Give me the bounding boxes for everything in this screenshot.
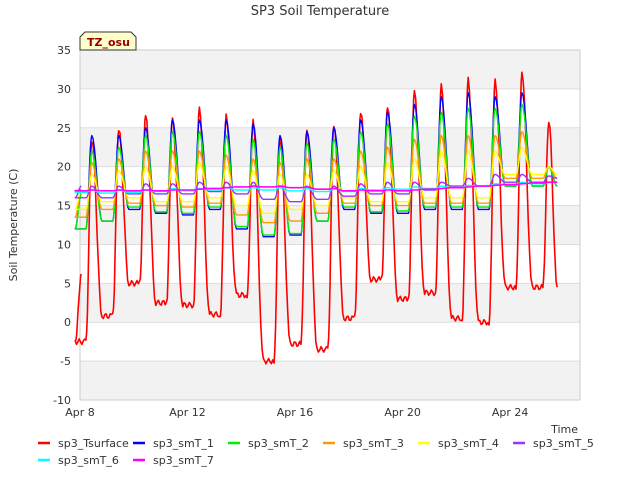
y-tick-label: 15: [57, 200, 71, 213]
legend: sp3_Tsurface sp3_smT_1 sp3_smT_2 sp3_smT_3 s…: [38, 437, 594, 467]
x-axis-label: Time: [550, 423, 578, 436]
series-line-sp3-smT-3: [74, 131, 558, 224]
legend-label: sp3_Tsurface: [58, 437, 129, 450]
x-axis: Apr 8 Apr 12 Apr 16 Apr 20 Apr 24: [65, 406, 528, 419]
x-tick-label: Apr 16: [277, 406, 314, 419]
y-tick-label: 10: [57, 238, 71, 251]
y-axis-label: Soil Temperature (C): [7, 169, 20, 282]
x-tick-label: Apr 24: [492, 406, 529, 419]
y-tick-label: 20: [57, 161, 71, 174]
legend-label: sp3_smT_6: [58, 454, 119, 467]
legend-label: sp3_smT_1: [153, 437, 214, 450]
legend-label: sp3_smT_2: [248, 437, 309, 450]
y-tick-label: -10: [53, 394, 71, 407]
legend-label: sp3_smT_7: [153, 454, 214, 467]
y-tick-label: 25: [57, 122, 71, 135]
series-lines: [74, 71, 558, 365]
y-tick-label: 5: [64, 277, 71, 290]
y-tick-label: 35: [57, 44, 71, 57]
grid-band: [80, 50, 580, 89]
series-line-sp3-smT-7: [74, 181, 558, 192]
grid-band: [80, 127, 580, 167]
x-tick-label: Apr 20: [384, 406, 421, 419]
y-tick-label: -5: [60, 355, 71, 368]
tz-annotation-label: TZ_osu: [87, 36, 130, 49]
y-axis: -10 -5 0 5 10 15 20 25 30 35: [53, 44, 71, 407]
tz-annotation-box: [79, 31, 137, 51]
series-line-sp3-Tsurface: [74, 71, 558, 365]
y-tick-label: 0: [64, 316, 71, 329]
plot-area-frame: [79, 49, 581, 401]
y-tick-label: 30: [57, 83, 71, 96]
legend-label: sp3_smT_4: [438, 437, 499, 450]
grid-band: [80, 361, 580, 400]
plot-bands: [80, 50, 580, 400]
legend-label: sp3_smT_5: [533, 437, 594, 450]
x-tick-label: Apr 8: [65, 406, 95, 419]
legend-label: sp3_smT_3: [343, 437, 404, 450]
x-tick-label: Apr 12: [169, 406, 206, 419]
chart-title: SP3 Soil Temperature: [251, 4, 389, 19]
tz-annotation: TZ_osu: [79, 31, 137, 51]
